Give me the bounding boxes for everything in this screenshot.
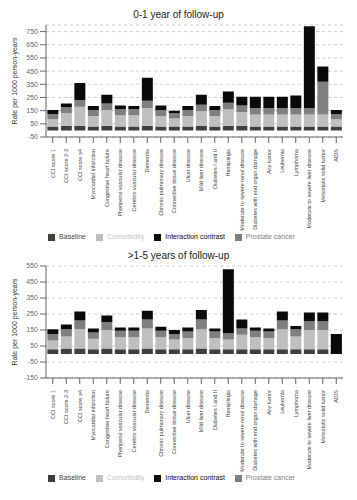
svg-text:Rate per 1000 person-years: Rate per 1000 person-years (11, 37, 19, 125)
svg-text:150: 150 (26, 107, 38, 114)
svg-text:CCI score 2-3: CCI score 2-3 (63, 149, 69, 183)
svg-text:Metastatic solid tumor: Metastatic solid tumor (320, 149, 326, 203)
svg-text:Chronic pulmonary disease: Chronic pulmonary disease (158, 390, 164, 457)
svg-text:Hemiplegia: Hemiplegia (225, 148, 231, 176)
html-text:>1-5 years of follow-up: >1-5 years of follow-up (127, 250, 230, 261)
svg-text:Rate per 1000 person-years: Rate per 1000 person-years (11, 278, 19, 366)
svg-text:Chronic pulmonary disease: Chronic pulmonary disease (158, 149, 164, 216)
svg-text:Leukemia: Leukemia (279, 148, 285, 173)
svg-text:-50: -50 (28, 133, 38, 140)
svg-text:Congestive heart failure: Congestive heart failure (104, 149, 110, 207)
html-text:0-1 year of follow-up: 0-1 year of follow-up (133, 9, 224, 20)
svg-text:Pheriperal vascular disease: Pheriperal vascular disease (117, 149, 123, 217)
svg-text:Dementia: Dementia (144, 389, 150, 413)
svg-text:CCI score ≥4: CCI score ≥4 (77, 149, 83, 181)
html-text:Comorbidity: Comorbidity (107, 474, 145, 481)
svg-text:Ulcer disease: Ulcer disease (185, 390, 191, 423)
svg-text:Diabetes I and II: Diabetes I and II (212, 149, 218, 190)
html-text:Interaction contrast: Interaction contrast (165, 233, 225, 240)
svg-text:CCI score 1: CCI score 1 (50, 390, 56, 419)
svg-text:Moderate to severe renal disea: Moderate to severe renal disease (239, 390, 245, 472)
svg-text:AIDS: AIDS (333, 149, 339, 162)
svg-text:Any tumor: Any tumor (266, 390, 272, 415)
svg-text:Pheriperal vascular disease: Pheriperal vascular disease (117, 390, 123, 458)
html-text:Interaction contrast: Interaction contrast (165, 474, 225, 481)
svg-text:Leukemia: Leukemia (279, 389, 285, 414)
svg-text:350: 350 (26, 81, 38, 88)
svg-text:Metastatic solid tumor: Metastatic solid tumor (320, 390, 326, 444)
svg-text:CCI score 1: CCI score 1 (50, 149, 56, 178)
svg-text:350: 350 (26, 294, 38, 301)
svg-text:Moderate to severe renal disea: Moderate to severe renal disease (239, 149, 245, 231)
svg-text:-150: -150 (24, 374, 38, 381)
svg-text:Diabetes with end organ damage: Diabetes with end organ damage (252, 390, 258, 471)
svg-text:250: 250 (26, 94, 38, 101)
svg-text:750: 750 (26, 28, 38, 35)
svg-text:250: 250 (26, 310, 38, 317)
html-text:Baseline: Baseline (59, 233, 86, 240)
svg-text:650: 650 (26, 41, 38, 48)
svg-text:450: 450 (26, 68, 38, 75)
svg-text:Congestive heart failure: Congestive heart failure (104, 390, 110, 448)
svg-text:Mild liver disease: Mild liver disease (198, 149, 204, 191)
html-text:Baseline: Baseline (59, 474, 86, 481)
html-text:Prostate cancer: Prostate cancer (245, 474, 295, 481)
svg-text:AIDS: AIDS (333, 390, 339, 403)
svg-text:Myocardial infarction: Myocardial infarction (90, 149, 96, 199)
svg-text:50: 50 (30, 120, 38, 127)
svg-text:Hemiplegia: Hemiplegia (225, 389, 231, 417)
svg-text:Connective tissue disease: Connective tissue disease (171, 390, 177, 454)
svg-text:Moderate to severe liver disea: Moderate to severe liver disease (306, 390, 312, 469)
svg-text:550: 550 (26, 54, 38, 61)
svg-text:Moderate to severe liver disea: Moderate to severe liver disease (306, 149, 312, 228)
svg-text:550: 550 (26, 262, 38, 269)
svg-text:50: 50 (30, 342, 38, 349)
svg-text:CCI score 2-3: CCI score 2-3 (63, 390, 69, 424)
svg-text:Lymphoma: Lymphoma (293, 148, 299, 176)
svg-text:Mild liver disease: Mild liver disease (198, 390, 204, 432)
svg-text:Diabetes I and II: Diabetes I and II (212, 390, 218, 431)
svg-text:150: 150 (26, 326, 38, 333)
svg-text:Ulcer disease: Ulcer disease (185, 149, 191, 182)
svg-text:Cerebro vascular disease: Cerebro vascular disease (131, 390, 137, 452)
svg-text:Any tumor: Any tumor (266, 149, 272, 174)
svg-text:CCI score ≥4: CCI score ≥4 (77, 390, 83, 422)
html-text:Prostate cancer: Prostate cancer (245, 233, 295, 240)
svg-text:Lymphoma: Lymphoma (293, 389, 299, 417)
svg-text:Connective tissue disease: Connective tissue disease (171, 149, 177, 213)
svg-text:Myocardial infarction: Myocardial infarction (90, 390, 96, 440)
svg-text:-50: -50 (28, 358, 38, 365)
svg-text:Dementia: Dementia (144, 148, 150, 172)
html-text:Comorbidity: Comorbidity (107, 233, 145, 240)
svg-text:Cerebro vascular disease: Cerebro vascular disease (131, 149, 137, 211)
svg-text:450: 450 (26, 278, 38, 285)
svg-text:Diabetes with end organ damage: Diabetes with end organ damage (252, 149, 258, 230)
